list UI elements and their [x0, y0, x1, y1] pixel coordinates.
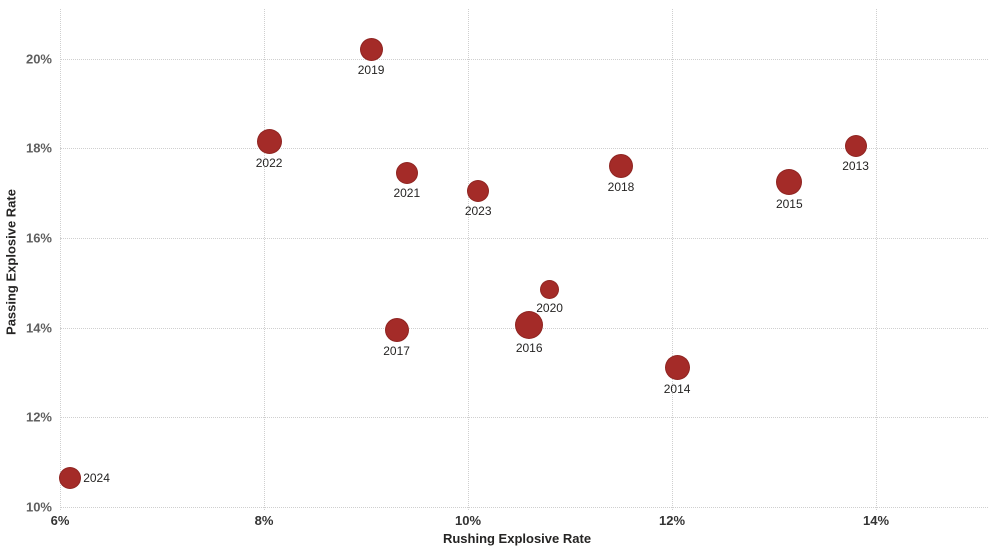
data-point-2016[interactable]	[515, 311, 544, 340]
y-axis-title: Passing Explosive Rate	[3, 189, 19, 335]
y-tick-label: 20%	[25, 51, 52, 66]
data-point-label-2021: 2021	[393, 185, 421, 200]
data-point-2020[interactable]	[540, 279, 560, 299]
y-gridline	[60, 58, 988, 60]
y-gridline	[60, 237, 988, 239]
y-tick-label: 12%	[25, 409, 52, 425]
data-point-2023[interactable]	[467, 179, 490, 202]
data-point-label-2014: 2014	[663, 382, 691, 397]
x-tick-label: 12%	[658, 513, 686, 528]
data-point-2014[interactable]	[664, 355, 690, 381]
data-point-label-2015: 2015	[775, 196, 803, 211]
data-point-label-2023: 2023	[464, 203, 492, 218]
data-point-label-2024: 2024	[83, 470, 110, 485]
x-gridline	[876, 9, 877, 510]
data-point-label-2017: 2017	[383, 343, 410, 358]
data-point-2021[interactable]	[395, 161, 418, 184]
data-point-label-2018: 2018	[607, 180, 635, 195]
y-gridline	[60, 417, 988, 419]
data-point-2024[interactable]	[59, 466, 82, 489]
x-tick-label: 14%	[862, 513, 890, 528]
x-axis-title: Rushing Explosive Rate	[442, 531, 592, 546]
x-gridline	[60, 9, 61, 510]
y-tick-label: 16%	[25, 230, 52, 246]
data-point-label-2020: 2020	[536, 300, 563, 315]
data-point-2018[interactable]	[609, 154, 633, 179]
data-point-label-2019: 2019	[357, 63, 385, 78]
y-tick-label: 10%	[25, 499, 52, 515]
data-point-label-2022: 2022	[255, 155, 283, 170]
data-point-2015[interactable]	[776, 168, 803, 195]
data-point-2022[interactable]	[256, 128, 282, 154]
data-point-2019[interactable]	[359, 38, 383, 62]
x-tick-label: 10%	[454, 513, 482, 528]
x-gridline	[468, 9, 469, 510]
data-point-2013[interactable]	[844, 134, 867, 157]
y-tick-label: 14%	[25, 320, 52, 336]
data-point-2017[interactable]	[384, 317, 409, 342]
x-tick-label: 8%	[254, 513, 274, 528]
x-gridline	[672, 9, 673, 510]
y-gridline	[60, 507, 988, 508]
y-tick-label: 18%	[25, 140, 52, 156]
y-gridline	[60, 148, 988, 150]
data-point-label-2016: 2016	[515, 341, 543, 356]
data-point-label-2013: 2013	[842, 158, 869, 173]
x-gridline	[264, 9, 265, 510]
x-tick-label: 6%	[50, 513, 70, 528]
